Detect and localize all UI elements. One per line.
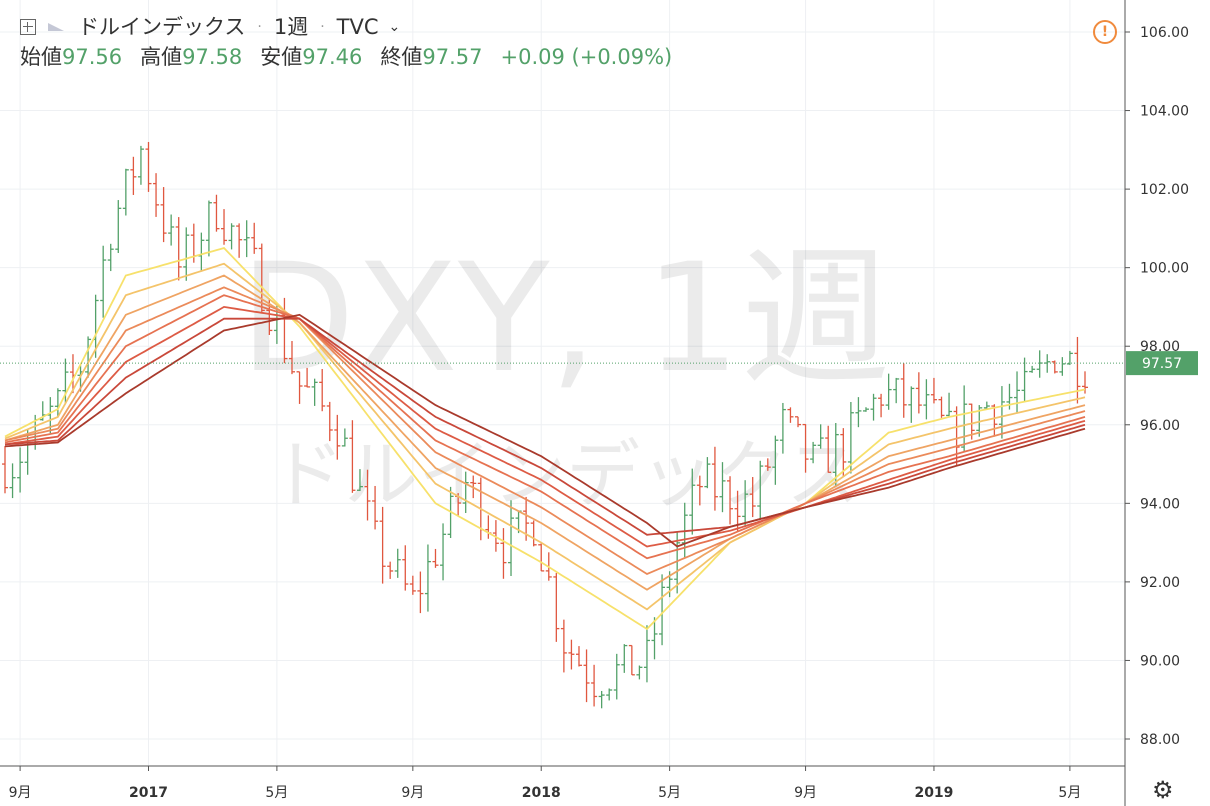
y-tick-label: 106.00	[1140, 25, 1189, 41]
change-value: +0.09 (+0.09%)	[500, 45, 673, 69]
low-value: 97.46	[302, 45, 363, 69]
ma-ribbon-line-6	[4, 305, 1086, 548]
y-tick-label: 100.00	[1140, 261, 1189, 277]
ma-ribbon-line-1	[4, 246, 1086, 631]
x-tick-label: 9月	[9, 785, 32, 801]
symbol-name[interactable]: ドルインデックス	[78, 15, 246, 39]
chevron-down-icon[interactable]: ⌄	[388, 19, 401, 35]
watermark-name: ドルインデックス	[270, 432, 860, 518]
current-price-badge	[1126, 351, 1198, 376]
high-value: 97.58	[182, 45, 243, 69]
low-label: 安値	[260, 45, 303, 69]
ma-ribbon-line-5	[4, 294, 1086, 560]
x-tick-label: 2017	[129, 785, 168, 801]
ma-ribbon-line-8	[4, 313, 1086, 548]
y-tick-label: 88.00	[1140, 732, 1180, 748]
y-tick-label: 90.00	[1140, 653, 1180, 669]
x-tick-label: 5月	[1058, 785, 1081, 801]
x-tick-label: 9月	[794, 785, 817, 801]
y-tick-label: 94.00	[1140, 496, 1180, 512]
y-tick-label: 92.00	[1140, 575, 1180, 591]
x-tick-label: 9月	[401, 785, 424, 801]
high-label: 高値	[140, 45, 183, 69]
ma-ribbon-line-4	[4, 286, 1086, 576]
exchange-label[interactable]: TVC	[336, 15, 379, 39]
alert-exclamation-icon[interactable]: !	[1093, 20, 1117, 44]
current-price-label: 97.57	[1142, 356, 1182, 372]
x-tick-label: 5月	[658, 785, 681, 801]
symbol-flag-icon	[48, 23, 64, 31]
ohlc-values: 始値 97.56 高値 97.58 安値 97.46 終値 97.57 +0.0…	[20, 42, 672, 72]
collapse-plus-icon[interactable]	[20, 19, 36, 35]
ma-ribbon-line-7	[4, 317, 1086, 536]
close-value: 97.57	[422, 45, 483, 69]
separator-dot: ·	[257, 19, 262, 35]
watermark-symbol: DXY, 1週	[240, 232, 891, 406]
x-tick-label: 2018	[522, 785, 561, 801]
settings-gear-icon[interactable]: ⚙	[1152, 776, 1174, 804]
separator-dot: ·	[320, 19, 325, 35]
close-label: 終値	[380, 45, 423, 69]
ma-ribbon-line-2	[4, 262, 1086, 611]
x-tick-label: 2019	[914, 785, 953, 801]
y-tick-label: 96.00	[1140, 418, 1180, 434]
ma-ribbon-line-3	[4, 274, 1086, 591]
y-tick-label: 104.00	[1140, 104, 1189, 120]
open-label: 始値	[20, 45, 62, 69]
chart-legend: ドルインデックス · 1週 · TVC ⌄ 始値 97.56 高値 97.58 …	[20, 12, 672, 72]
x-tick-label: 5月	[265, 785, 288, 801]
open-value: 97.56	[62, 45, 123, 69]
y-tick-label: 102.00	[1140, 182, 1189, 198]
interval-label[interactable]: 1週	[273, 15, 309, 39]
